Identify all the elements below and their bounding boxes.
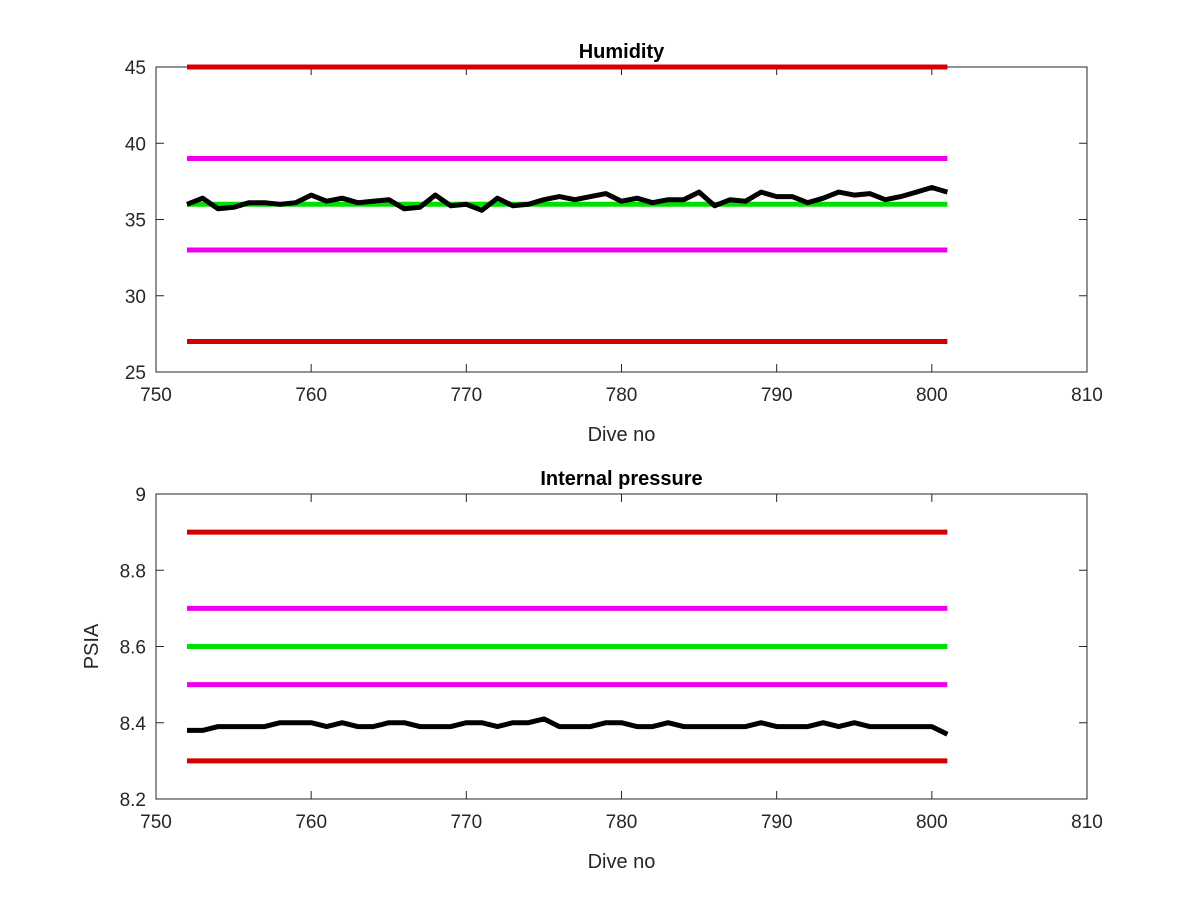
- y-tick-label: 8.2: [120, 790, 146, 811]
- x-tick-label: 760: [295, 812, 327, 833]
- x-tick-label: 750: [140, 385, 172, 406]
- internal-pressure-chart: 750 760 770 780 790 800 810 8.2 8.4 8.6 8.8 9 Intern…: [81, 468, 1103, 873]
- y-tick-label: 35: [125, 211, 146, 232]
- x-tick-label: 750: [140, 812, 172, 833]
- y-tick-label: 45: [125, 58, 146, 79]
- y-tick-label: 8.6: [120, 638, 146, 659]
- x-tick-label: 790: [761, 812, 793, 833]
- y-tick-label: 25: [125, 363, 146, 384]
- series-line-5: [186, 185, 949, 213]
- x-tick-label: 780: [606, 385, 638, 406]
- chart-title: Humidity: [579, 41, 665, 63]
- y-tick-label: 8.4: [120, 714, 147, 735]
- chart-title: Internal pressure: [540, 468, 702, 490]
- x-tick-label: 770: [450, 812, 482, 833]
- x-tick-label: 790: [761, 385, 793, 406]
- y-tick-label: 8.8: [120, 561, 146, 582]
- x-tick-label: 760: [295, 385, 327, 406]
- x-tick-label: 780: [606, 812, 638, 833]
- x-axis-label: Dive no: [588, 851, 656, 873]
- plot-area: [155, 66, 1088, 373]
- x-tick-label: 800: [916, 385, 948, 406]
- x-tick-label: 800: [916, 812, 948, 833]
- y-tick-label: 30: [125, 287, 146, 308]
- y-axis-label: PSIA: [81, 623, 103, 669]
- x-tick-label: 770: [450, 385, 482, 406]
- y-tick-label: 40: [125, 134, 146, 155]
- x-axis-label: Dive no: [588, 424, 656, 446]
- x-tick-label: 810: [1071, 385, 1103, 406]
- humidity-chart: 750 760 770 780 790 800 810 25 30 35 40 45 Humidity D…: [125, 41, 1103, 446]
- x-tick-label: 810: [1071, 812, 1103, 833]
- series-line-5: [187, 716, 949, 737]
- y-tick-label: 9: [135, 485, 146, 506]
